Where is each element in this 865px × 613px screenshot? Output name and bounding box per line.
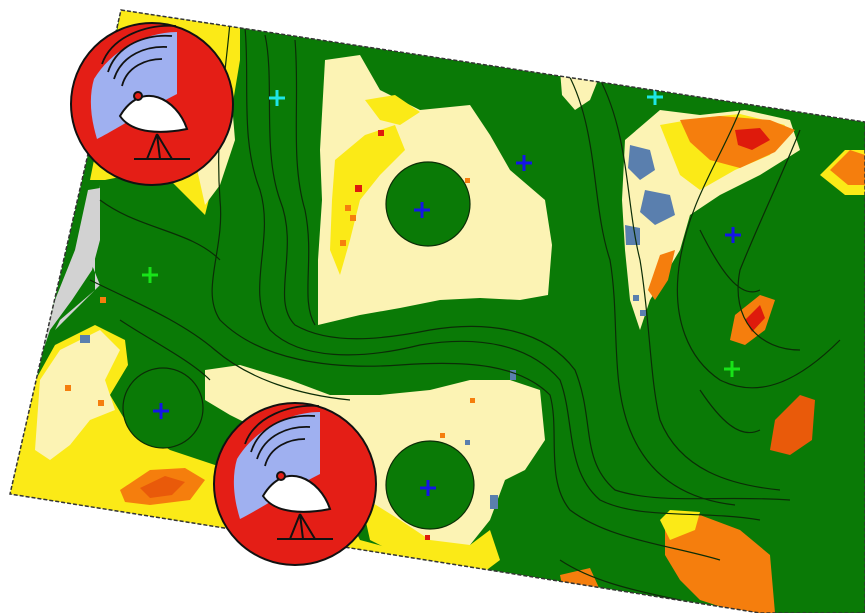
map-border: [9, 9, 865, 613]
satellite-dish-icon-1[interactable]: [70, 22, 234, 186]
yellow-region-south-central: [360, 495, 500, 575]
yellow-region-central-north: [330, 125, 405, 275]
yellow-border-south-east: [660, 510, 700, 540]
orange-patch-far-east: [830, 150, 865, 185]
light-region-southwest: [35, 330, 120, 460]
dish-icon-body-2: [244, 404, 333, 540]
orange-patch-southwest-2: [140, 476, 185, 498]
yellow-region-central-north-2: [365, 95, 420, 125]
marker-blue-3[interactable]: [725, 227, 741, 243]
red-patch-east-mid: [745, 305, 765, 332]
marker-blue-4[interactable]: [153, 403, 169, 419]
slate-patch-east-2: [640, 190, 675, 225]
marker-blue-1[interactable]: [414, 202, 430, 218]
gray-area-left: [40, 188, 100, 360]
marker-blue-2[interactable]: [516, 155, 532, 171]
marker-cyan-2[interactable]: [647, 89, 663, 105]
slate-patch-east-3: [625, 225, 640, 245]
marker-green-1[interactable]: [142, 267, 158, 283]
coverage-circles: [122, 161, 475, 530]
orange-region-south-east: [665, 515, 775, 613]
satellite-dish-icon-2[interactable]: [213, 402, 377, 566]
marker-cyan-1[interactable]: [269, 90, 285, 106]
orange-strip-east: [648, 250, 675, 300]
contour-lines: [89, 21, 841, 601]
site-markers: [142, 89, 741, 496]
dish-icon-body-1: [101, 24, 190, 160]
orange-patch-east-low: [770, 395, 815, 455]
marker-green-2[interactable]: [724, 361, 740, 377]
red-patch-east: [735, 128, 770, 150]
light-region-east: [622, 110, 800, 330]
slate-patch-east-1: [628, 145, 655, 180]
marker-blue-5[interactable]: [420, 480, 436, 496]
